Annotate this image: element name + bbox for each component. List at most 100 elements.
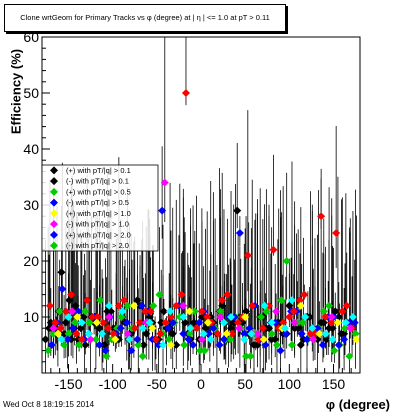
data-point <box>321 313 330 321</box>
data-point <box>242 352 251 361</box>
data-point <box>91 335 100 344</box>
data-point <box>317 318 326 327</box>
data-point <box>219 318 228 327</box>
x-axis-label: φ (degree) <box>325 397 390 412</box>
data-point <box>234 324 243 333</box>
data-point <box>141 307 150 316</box>
data-point <box>179 329 188 338</box>
data-point <box>309 335 318 344</box>
data-point <box>60 329 69 338</box>
x-tick-label: 100 <box>278 376 302 392</box>
data-point <box>318 341 327 349</box>
legend-marker <box>50 198 58 207</box>
data-point <box>96 296 105 305</box>
data-point <box>296 341 305 349</box>
data-point <box>301 313 310 321</box>
data-point <box>83 296 92 305</box>
data-point <box>159 341 168 349</box>
data-point <box>57 335 66 344</box>
legend-box <box>41 164 159 252</box>
title-box: Clone wrtGeom for Primary Tracks vs φ (d… <box>4 4 286 32</box>
x-tick-label: 50 <box>237 376 253 392</box>
data-point <box>246 352 255 361</box>
data-point <box>242 307 251 316</box>
data-point <box>44 346 53 355</box>
legend-label: (+) with pT/|q| > 2.0 <box>66 230 131 239</box>
data-point <box>297 329 306 338</box>
data-point <box>346 324 355 333</box>
data-point <box>166 313 175 321</box>
data-point <box>227 324 236 333</box>
data-point <box>204 318 213 327</box>
data-point <box>157 318 166 327</box>
data-point <box>61 307 70 316</box>
data-point <box>235 229 244 237</box>
data-point <box>195 318 204 327</box>
data-point <box>137 301 146 310</box>
data-point <box>166 341 175 349</box>
data-point <box>259 335 268 344</box>
data-point <box>117 313 126 321</box>
data-point <box>222 329 231 338</box>
legend-marker <box>50 177 58 186</box>
data-point <box>118 307 127 316</box>
legend-layer: (+) with pT/|q| > 0.1 (-) with pT/|q| > 0… <box>41 164 159 252</box>
data-point <box>181 89 190 97</box>
data-point <box>185 307 194 316</box>
data-point <box>240 335 249 344</box>
data-point <box>67 290 76 299</box>
data-point <box>64 329 73 338</box>
data-point <box>102 352 111 361</box>
data-point <box>134 341 143 349</box>
legend-label: (+) with pT/|q| > 0.5 <box>66 187 131 196</box>
data-point <box>334 341 343 349</box>
data-point <box>154 341 163 349</box>
y-axis-label: Efficiency (%) <box>8 48 24 135</box>
data-point <box>63 335 72 344</box>
data-point <box>155 290 164 299</box>
legend-label: (-) with pT/|q| > 1.0 <box>66 220 129 229</box>
data-point <box>49 329 58 338</box>
data-point <box>189 318 198 327</box>
data-point <box>300 290 309 299</box>
data-point <box>81 341 90 349</box>
data-point <box>272 341 281 349</box>
y-tick-label: 60 <box>23 29 39 45</box>
data-point <box>139 341 148 349</box>
y-tick-label: 20 <box>23 253 39 269</box>
data-point <box>317 212 326 221</box>
data-point <box>146 307 155 316</box>
data-point <box>177 290 186 299</box>
data-point <box>101 346 110 355</box>
data-point <box>253 329 262 338</box>
data-point <box>172 301 181 310</box>
data-point <box>223 290 232 299</box>
data-point <box>290 318 299 327</box>
data-point <box>161 318 170 327</box>
data-point <box>120 296 129 305</box>
data-point <box>227 329 236 338</box>
data-point <box>58 285 67 293</box>
data-point <box>308 324 317 333</box>
data-point <box>114 301 123 310</box>
data-point <box>60 341 69 349</box>
data-point <box>179 301 188 310</box>
data-point <box>257 313 266 321</box>
data-point <box>295 296 304 305</box>
data-point <box>189 341 198 349</box>
data-point <box>160 178 169 187</box>
data-point <box>219 335 228 344</box>
data-point <box>216 313 225 321</box>
data-point <box>105 301 114 310</box>
data-point <box>341 318 350 327</box>
data-point <box>340 335 349 344</box>
data-point <box>168 329 177 338</box>
data-point <box>234 318 243 327</box>
data-point <box>192 324 201 333</box>
data-point <box>75 341 84 349</box>
data-point <box>282 257 291 265</box>
data-point <box>148 324 157 333</box>
data-point <box>104 324 113 333</box>
data-point <box>351 329 360 338</box>
